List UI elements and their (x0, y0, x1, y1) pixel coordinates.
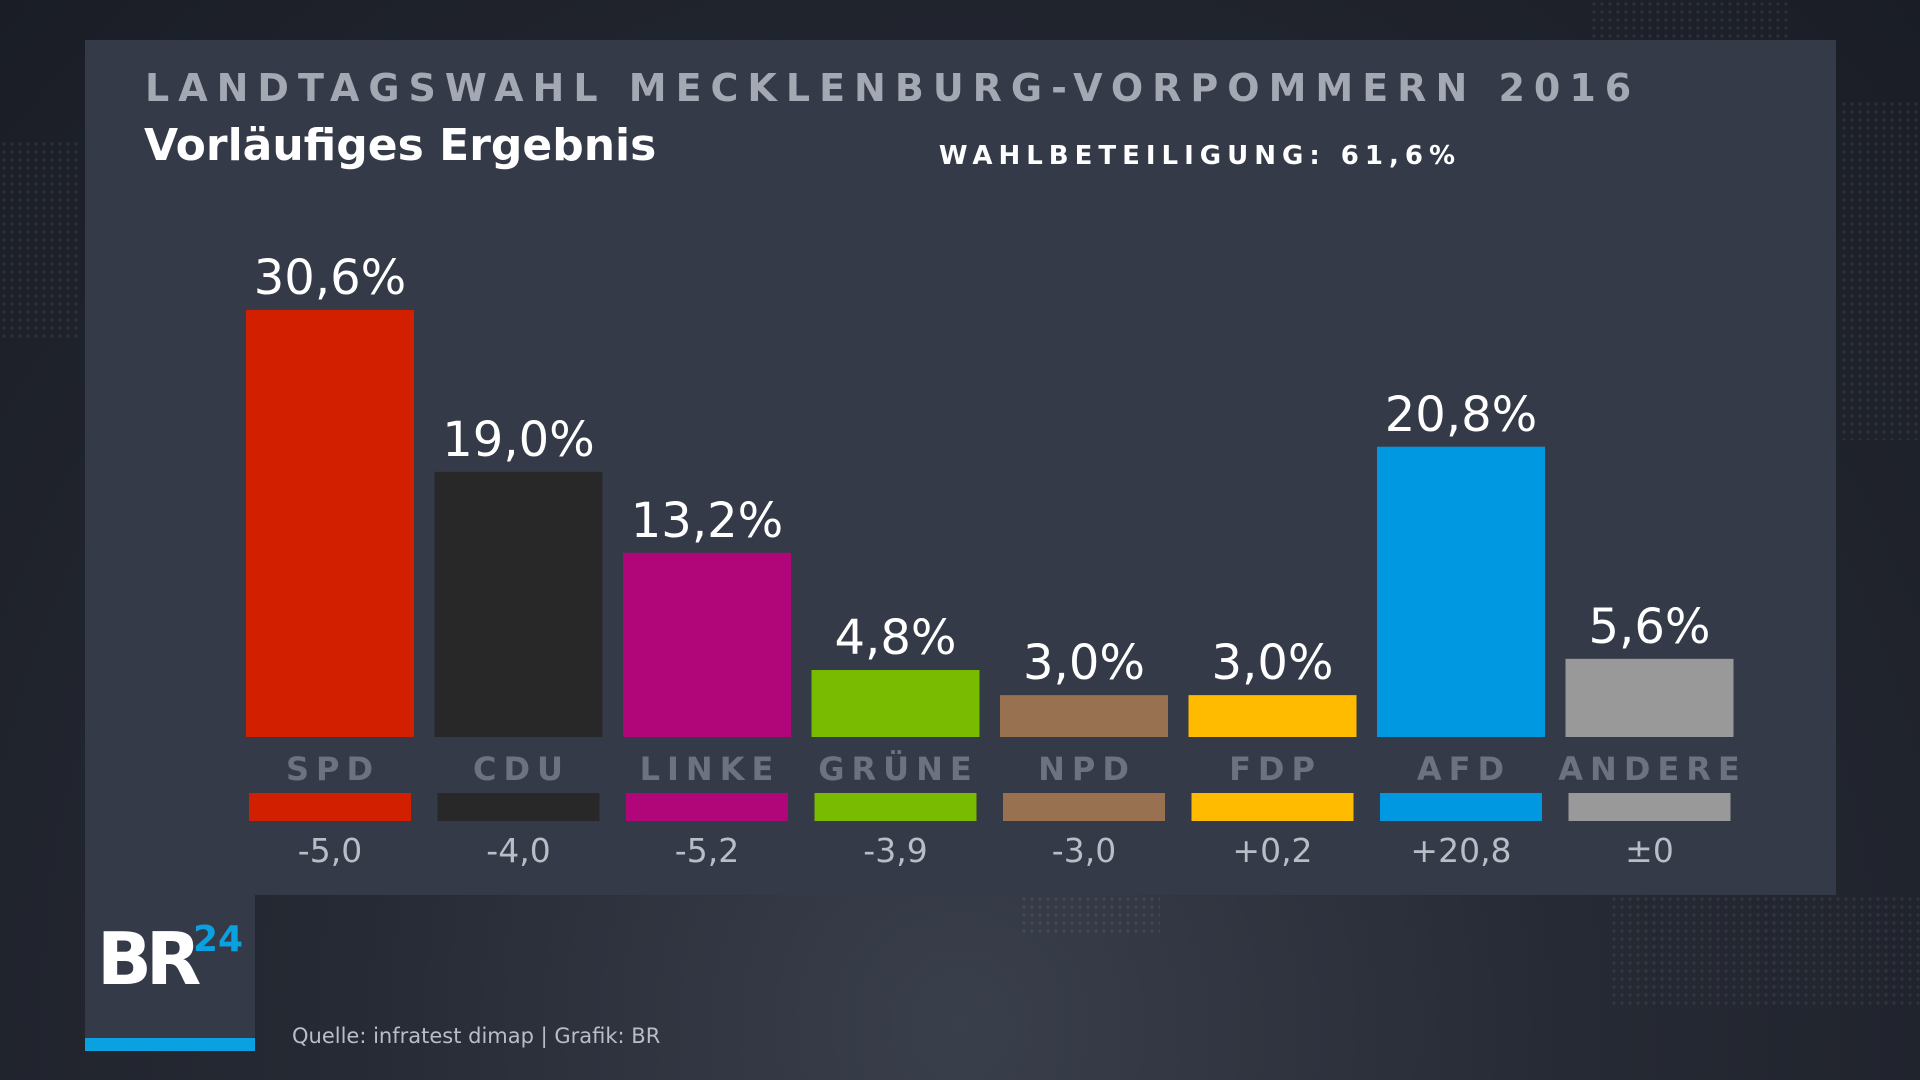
logo-accent-bar (85, 1038, 255, 1051)
value-label-fdp: 3,0% (1212, 635, 1334, 691)
bar-andere (1565, 658, 1734, 737)
change-swatch-grune (814, 793, 977, 821)
bar-spd (246, 310, 414, 737)
value-label-andere: 5,6% (1589, 599, 1711, 655)
bar-chart: 30,6% SPD -5,0 19,0% CDU -4,0 13,2% LINKE -5,2 4,… (246, 250, 1746, 870)
category-label-linke: LINKE (640, 750, 781, 788)
category-label-cdu: CDU (473, 750, 570, 788)
logo-superscript: 24 (193, 919, 243, 960)
logo-text: BR (97, 917, 200, 999)
world-map-dots-top-right (1590, 0, 1790, 40)
world-map-dots-right (1840, 100, 1920, 440)
source-credit: Quelle: infratest dimap | Grafik: BR (292, 1024, 661, 1048)
category-label-afd: AFD (1417, 750, 1511, 788)
change-swatch-fdp (1191, 793, 1354, 821)
br24-logo-block: BR 24 (85, 895, 255, 1051)
change-label-npd: -3,0 (1052, 831, 1116, 870)
change-label-afd: +20,8 (1410, 831, 1511, 870)
category-label-grune: GRÜNE (818, 750, 979, 788)
change-swatch-cdu (437, 793, 600, 821)
change-swatch-andere (1568, 793, 1731, 821)
turnout-label: WAHLBETEILIGUNG: 61,6% (938, 141, 1461, 171)
category-label-andere: ANDERE (1558, 750, 1746, 788)
bar-linke (623, 552, 791, 737)
world-map-dots-bottom-center (1020, 895, 1160, 935)
bar-fdp (1188, 695, 1357, 737)
world-map-dots-left (0, 140, 80, 340)
value-label-afd: 20,8% (1385, 387, 1537, 443)
category-label-fdp: FDP (1229, 750, 1322, 788)
value-label-npd: 3,0% (1023, 635, 1145, 691)
bar-grune (811, 670, 980, 737)
change-swatch-afd (1380, 793, 1542, 821)
change-label-linke: -5,2 (675, 831, 739, 870)
value-label-spd: 30,6% (254, 250, 406, 306)
bar-cdu (434, 471, 603, 737)
value-label-cdu: 19,0% (442, 412, 594, 468)
br24-logo: BR 24 (97, 917, 243, 999)
bar-afd (1377, 446, 1545, 737)
value-label-grune: 4,8% (835, 610, 957, 666)
change-label-spd: -5,0 (298, 831, 362, 870)
change-label-cdu: -4,0 (486, 831, 550, 870)
world-map-dots-bottom-right (1610, 895, 1920, 1005)
value-label-linke: 13,2% (631, 493, 783, 549)
change-swatch-npd (1003, 793, 1165, 821)
change-label-grune: -3,9 (863, 831, 927, 870)
change-swatch-spd (249, 793, 411, 821)
category-label-npd: NPD (1038, 750, 1136, 788)
change-swatch-linke (626, 793, 788, 821)
chart-subtitle: Vorläufiges Ergebnis (144, 120, 657, 171)
bar-npd (1000, 695, 1168, 737)
chart-panel: LANDTAGSWAHL MECKLENBURG-VORPOMMERN 2016… (85, 40, 1836, 895)
change-label-fdp: +0,2 (1232, 831, 1312, 870)
change-label-andere: ±0 (1625, 831, 1674, 870)
chart-title: LANDTAGSWAHL MECKLENBURG-VORPOMMERN 2016 (145, 66, 1641, 110)
category-label-spd: SPD (286, 750, 380, 788)
